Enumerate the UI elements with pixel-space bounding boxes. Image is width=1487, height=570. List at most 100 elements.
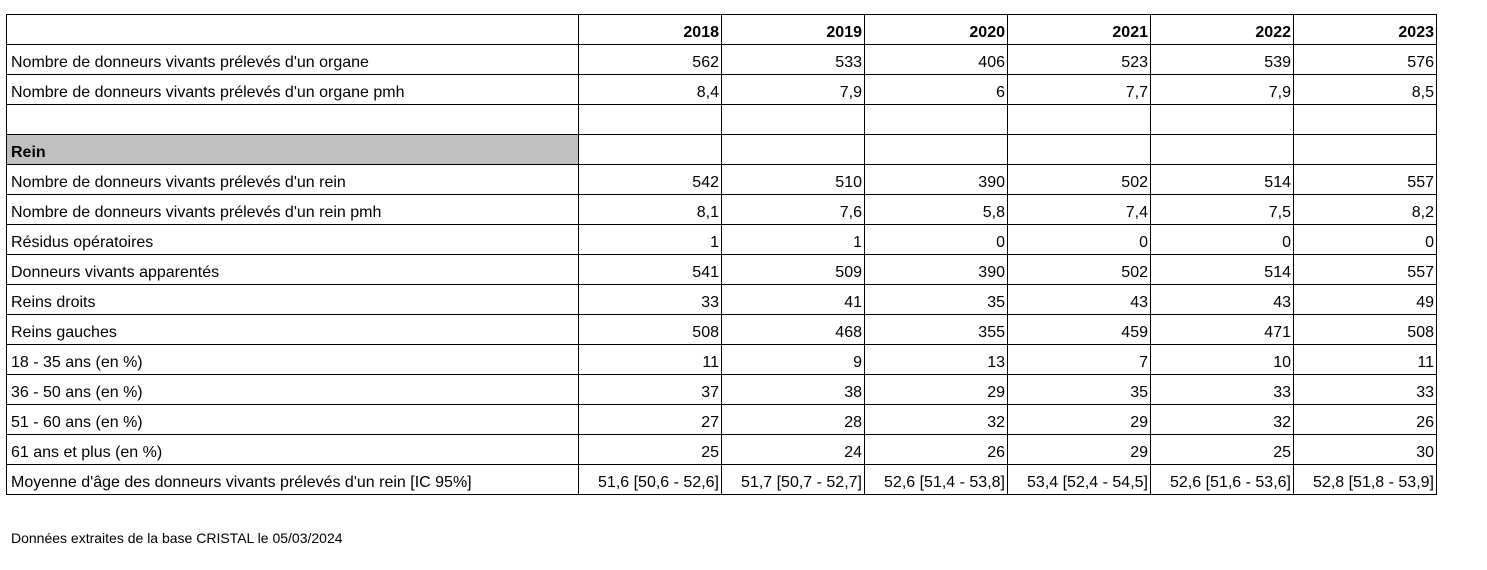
value-cell: 52,8 [51,8 - 53,9]: [1293, 464, 1437, 495]
table-body: 2018 2019 2020 2021 2022 2023 Nombre de …: [6, 14, 1437, 495]
year-header: 2018: [578, 14, 722, 45]
value-cell: [1150, 134, 1294, 165]
value-cell: 26: [864, 434, 1008, 465]
value-cell: 509: [721, 254, 865, 285]
value-cell: 6: [864, 74, 1008, 105]
value-cell: 510: [721, 164, 865, 195]
row-label: Reins droits: [6, 284, 579, 315]
year-header: 2021: [1007, 14, 1151, 45]
value-cell: 13: [864, 344, 1008, 375]
value-cell: 33: [578, 284, 722, 315]
row-label: 61 ans et plus (en %): [6, 434, 579, 465]
table-row: 61 ans et plus (en %) 25 24 26 29 25 30: [6, 434, 1437, 465]
value-cell: 459: [1007, 314, 1151, 345]
value-cell: [721, 104, 865, 135]
source-footnote: Données extraites de la base CRISTAL le …: [11, 530, 343, 546]
value-cell: 533: [721, 44, 865, 75]
value-cell: 7,5: [1150, 194, 1294, 225]
row-label: Nombre de donneurs vivants prélevés d'un…: [6, 74, 579, 105]
value-cell: 7,6: [721, 194, 865, 225]
value-cell: 7: [1007, 344, 1151, 375]
table-row: Résidus opératoires 1 1 0 0 0 0: [6, 224, 1437, 255]
value-cell: 468: [721, 314, 865, 345]
value-cell: 10: [1150, 344, 1294, 375]
value-cell: [578, 104, 722, 135]
value-cell: 29: [1007, 434, 1151, 465]
value-cell: 0: [1150, 224, 1294, 255]
data-table: 2018 2019 2020 2021 2022 2023 Nombre de …: [6, 14, 1437, 495]
value-cell: 7,9: [721, 74, 865, 105]
value-cell: [721, 134, 865, 165]
value-cell: 7,7: [1007, 74, 1151, 105]
value-cell: 26: [1293, 404, 1437, 435]
value-cell: 49: [1293, 284, 1437, 315]
value-cell: 41: [721, 284, 865, 315]
row-label: [6, 104, 579, 135]
value-cell: 52,6 [51,6 - 53,6]: [1150, 464, 1294, 495]
value-cell: 542: [578, 164, 722, 195]
table-row: 36 - 50 ans (en %) 37 38 29 35 33 33: [6, 374, 1437, 405]
value-cell: 33: [1150, 374, 1294, 405]
value-cell: 508: [578, 314, 722, 345]
row-label: Donneurs vivants apparentés: [6, 254, 579, 285]
value-cell: 8,1: [578, 194, 722, 225]
value-cell: 0: [864, 224, 1008, 255]
value-cell: 1: [721, 224, 865, 255]
value-cell: 32: [864, 404, 1008, 435]
value-cell: 29: [864, 374, 1008, 405]
value-cell: 51,6 [50,6 - 52,6]: [578, 464, 722, 495]
value-cell: [1293, 104, 1437, 135]
row-label: Moyenne d'âge des donneurs vivants préle…: [6, 464, 579, 495]
value-cell: 514: [1150, 254, 1294, 285]
row-label: Nombre de donneurs vivants prélevés d'un…: [6, 194, 579, 225]
table-row: Reins gauches 508 468 355 459 471 508: [6, 314, 1437, 345]
value-cell: 11: [578, 344, 722, 375]
value-cell: 1: [578, 224, 722, 255]
value-cell: [1293, 134, 1437, 165]
value-cell: [578, 134, 722, 165]
row-label: Nombre de donneurs vivants prélevés d'un…: [6, 44, 579, 75]
value-cell: 29: [1007, 404, 1151, 435]
header-row: 2018 2019 2020 2021 2022 2023: [6, 14, 1437, 45]
value-cell: 53,4 [52,4 - 54,5]: [1007, 464, 1151, 495]
value-cell: 8,2: [1293, 194, 1437, 225]
value-cell: 539: [1150, 44, 1294, 75]
value-cell: 32: [1150, 404, 1294, 435]
value-cell: 28: [721, 404, 865, 435]
row-label: 18 - 35 ans (en %): [6, 344, 579, 375]
blank-row: [6, 104, 1437, 135]
value-cell: 5,8: [864, 194, 1008, 225]
header-empty-cell: [6, 14, 579, 45]
table-row: Nombre de donneurs vivants prélevés d'un…: [6, 44, 1437, 75]
value-cell: [864, 134, 1008, 165]
section-row: Rein: [6, 134, 1437, 165]
value-cell: 355: [864, 314, 1008, 345]
value-cell: 9: [721, 344, 865, 375]
value-cell: 390: [864, 254, 1008, 285]
value-cell: 43: [1150, 284, 1294, 315]
value-cell: 37: [578, 374, 722, 405]
value-cell: 390: [864, 164, 1008, 195]
table-row: Nombre de donneurs vivants prélevés d'un…: [6, 74, 1437, 105]
value-cell: 406: [864, 44, 1008, 75]
value-cell: 502: [1007, 164, 1151, 195]
table-row: Nombre de donneurs vivants prélevés d'un…: [6, 164, 1437, 195]
row-label: Reins gauches: [6, 314, 579, 345]
row-label: 36 - 50 ans (en %): [6, 374, 579, 405]
value-cell: 541: [578, 254, 722, 285]
value-cell: 11: [1293, 344, 1437, 375]
year-header: 2019: [721, 14, 865, 45]
value-cell: 562: [578, 44, 722, 75]
value-cell: 35: [864, 284, 1008, 315]
section-label: Rein: [6, 134, 579, 165]
value-cell: 7,9: [1150, 74, 1294, 105]
value-cell: 52,6 [51,4 - 53,8]: [864, 464, 1008, 495]
value-cell: [1007, 104, 1151, 135]
table-row: 18 - 35 ans (en %) 11 9 13 7 10 11: [6, 344, 1437, 375]
table-row: Donneurs vivants apparentés 541 509 390 502 5…: [6, 254, 1437, 285]
value-cell: 8,5: [1293, 74, 1437, 105]
row-label: Résidus opératoires: [6, 224, 579, 255]
year-header: 2022: [1150, 14, 1294, 45]
value-cell: 30: [1293, 434, 1437, 465]
value-cell: 502: [1007, 254, 1151, 285]
